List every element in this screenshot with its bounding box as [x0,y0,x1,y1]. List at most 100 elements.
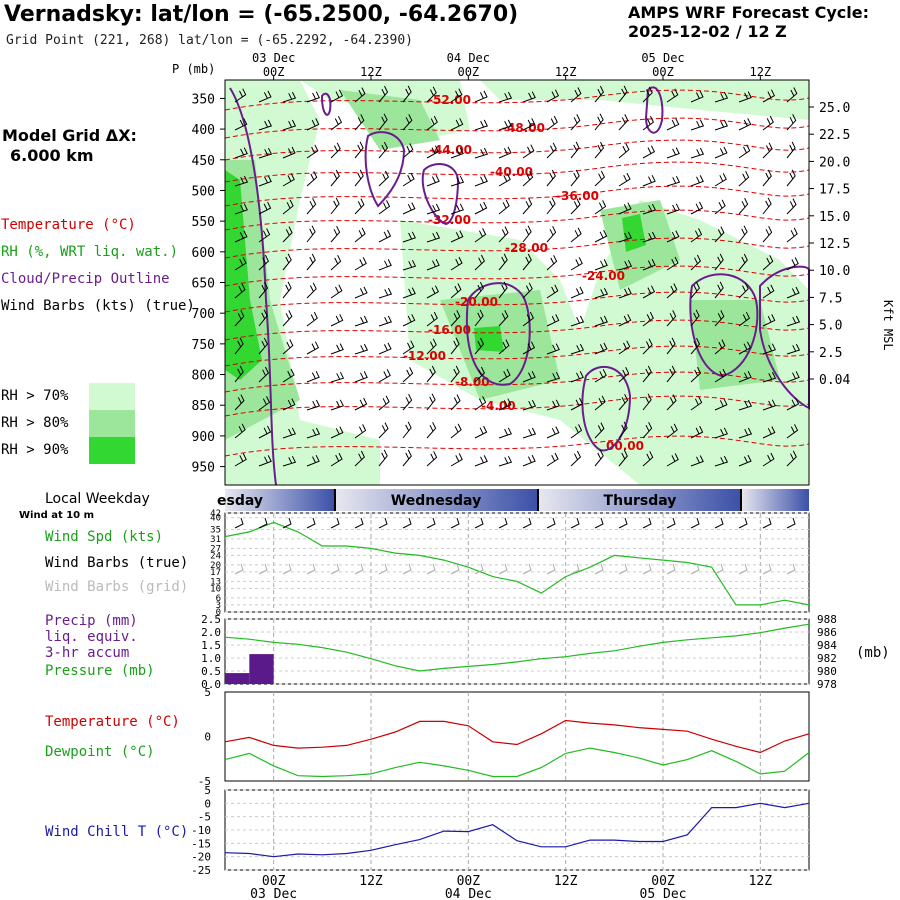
precip-ytick-3: 1.0 [201,652,221,665]
wind-barb-18-6 [666,256,679,271]
model-grid-dx: Model Grid ΔX: 6.000 km [2,126,137,166]
wind-barb-1-4 [258,201,272,215]
isotherm-4 [224,185,810,207]
precip-ytick-1: 2.0 [201,626,221,639]
sfc-barb-grid-7 [402,563,412,575]
p-tick-label-3: 500 [192,184,215,199]
wind-barb-19-12 [690,425,704,439]
wind-barb-3-1 [306,118,320,131]
wind-barb-16-2 [618,143,630,159]
wind-barb-18-2 [666,147,680,159]
wind-barb-11-5 [498,226,509,243]
wind-barb-6-2 [378,141,388,159]
isotherm-label-1: -48.00 [502,121,545,135]
h-tick-label-5: 12.5 [819,237,850,252]
wind-barb-20-2 [714,146,728,159]
p-tick-label-9: 800 [192,369,215,384]
bottom-time-label-0: 00Z [262,874,286,889]
wind-barb-1-1 [258,119,273,131]
wind-barb-14-9 [570,343,585,355]
wind-barb-14-3 [570,169,580,187]
wind-barb-22-10 [762,371,777,383]
wind-barb-15-6 [594,259,608,271]
wind-barb-6-3 [378,170,390,187]
wind-barb-10-9 [474,337,485,355]
wind-barb-3-11 [306,399,321,411]
model-grid-line-2: 6.000 km [10,146,94,165]
wind-barb-8-0 [426,86,437,103]
sfc-barb-grid-3 [306,563,316,575]
wind-barb-16-10 [618,366,630,383]
weekday-seg-0 [225,489,335,511]
wind-barb-23-10 [786,371,800,383]
wind-barb-10-12 [474,425,488,439]
wind-barb-3-4 [306,198,317,215]
precip-ytick-5: 0.0 [201,678,221,691]
wind-barb-8-8 [426,311,438,327]
precip-bar-0 [225,673,250,684]
pressure-unit-label: (mb) [856,645,890,661]
wind-barb-11-10 [498,368,511,383]
wind-barb-23-13 [786,450,797,467]
sfc-barb-true-1 [258,517,268,529]
wind-ytick-9: 10 [210,584,221,594]
wind-barb-4-0 [330,89,344,103]
isotherm-12 [224,395,810,417]
wind-barb-11-0 [498,91,513,103]
wind-barb-2-2 [282,146,296,159]
page-title: Vernadsky: lat/lon = (-65.2500, -64.2670… [4,2,519,27]
dewpoint-line [224,747,810,778]
wind-barb-7-8 [402,314,416,327]
legend-rh80-swatch [89,410,135,437]
chill-ytick-6: -25 [191,864,211,877]
wind-barbs-true-label: Wind Barbs (true) [45,555,189,571]
wind-barb-20-9 [714,339,726,355]
wind-barb-20-11 [714,398,728,411]
weekday-wed: Wednesday [391,493,481,509]
sfc-barb-grid-22 [762,563,772,575]
precip-ytick-0: 2.5 [201,613,221,626]
wind-barb-10-2 [474,147,489,159]
wind-barb-16-12 [618,421,628,439]
wind-barb-22-13 [762,452,775,467]
wind-barbs-grid-label: Wind Barbs (grid) [45,579,189,595]
wind-barb-10-10 [474,366,486,383]
sfc-barb-grid-11 [498,563,508,575]
bottom-date-label-0: 03 Dec [250,887,297,900]
wind-barb-1-13 [258,455,272,467]
wind-barb-15-4 [594,200,607,215]
wind-barb-7-1 [402,114,413,131]
isotherm-label-0: -52.00 [428,93,471,107]
wind-barb-7-2 [402,143,414,159]
wind-barb-19-1 [690,119,705,131]
h-tick-label-1: 22.5 [819,128,850,143]
wind-barb-21-1 [738,118,752,131]
wind-barb-13-0 [546,89,560,103]
pressure-label: Pressure (mb) [45,663,155,679]
wind-barb-14-8 [570,315,585,327]
h-tick-label-3: 17.5 [819,183,850,198]
sfc-barb-true-3 [306,517,316,529]
sfc-barb-true-20 [714,517,724,529]
wind-barb-20-5 [714,226,725,243]
sfc-barb-grid-0 [234,563,244,575]
cloud-outline-7 [689,273,759,378]
sfc-barb-true-10 [474,517,484,529]
wind-barb-12-1 [522,118,536,131]
wind-panel-frame [224,512,810,613]
wind-speed-line [224,521,810,606]
temperature-line [224,719,810,754]
legend-rh90-label: RH > 90% [1,442,69,458]
sfc-barb-grid-17 [642,563,652,575]
bottom-time-label-5: 12Z [749,874,773,889]
wind-barb-13-9 [546,343,560,355]
wind-barb-11-2 [498,146,512,159]
isotherm-label-10: -12.00 [403,349,446,363]
isotherm-label-9: -16.00 [428,323,471,337]
wind-barb-1-6 [258,254,270,271]
wind-barb-0-1 [234,118,248,131]
top-time-label-3: 12Z [555,65,577,79]
wind-barb-1-12 [258,425,272,439]
legend-rh70-swatch [89,383,135,410]
h-tick-label-2: 20.0 [819,155,850,170]
